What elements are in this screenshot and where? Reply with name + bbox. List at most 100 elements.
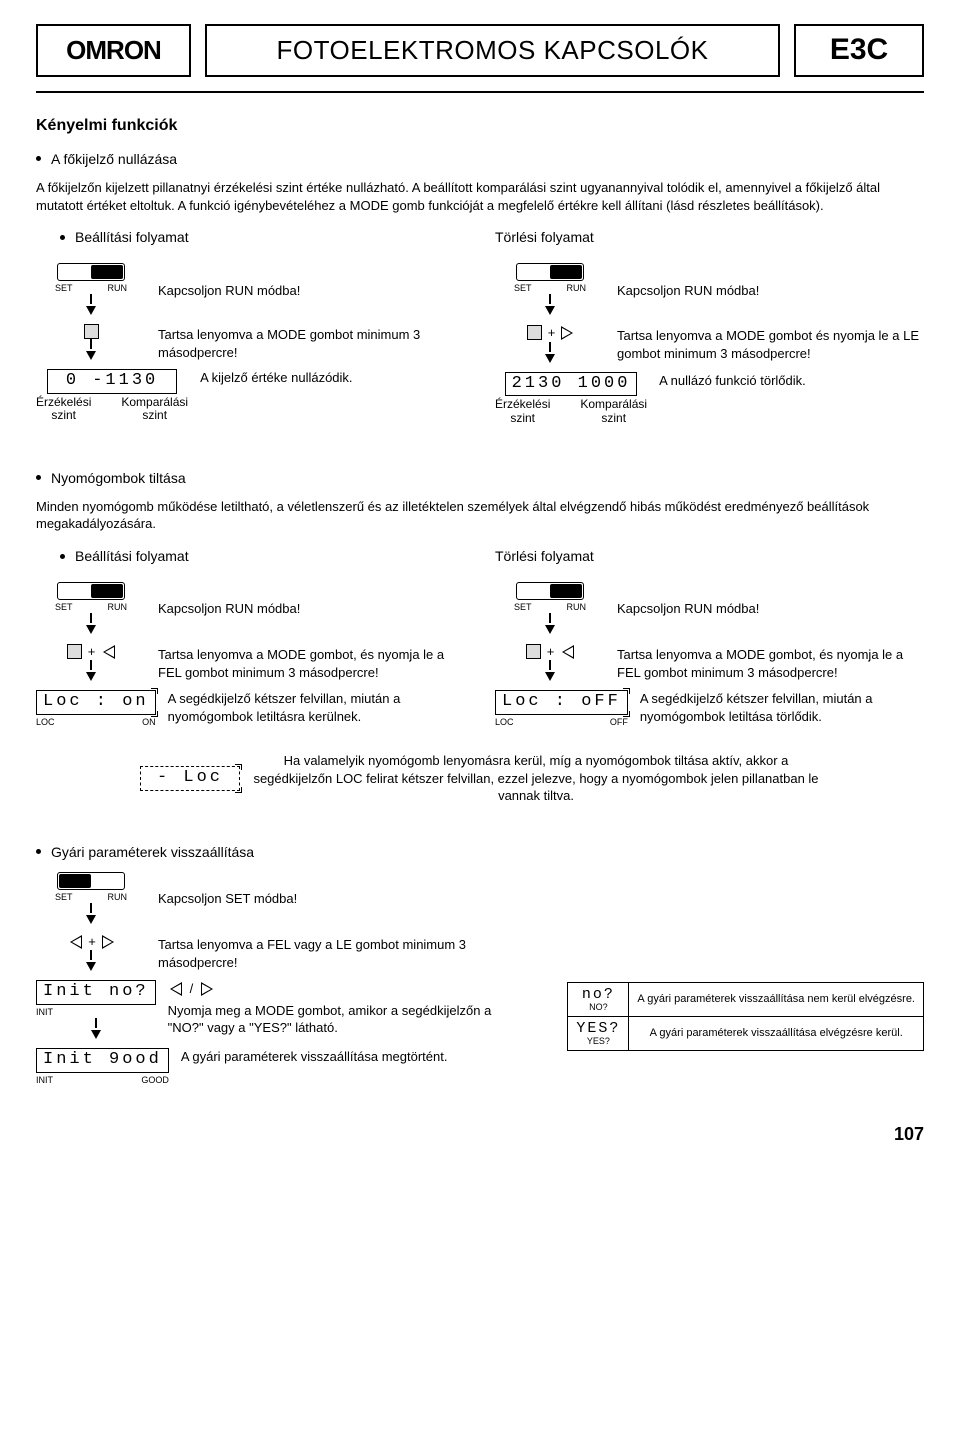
zero-set-step2: Tartsa lenyomva a MODE gombot minimum 3 … (158, 326, 465, 361)
bullet-icon (60, 235, 65, 240)
section-heading-convenience: Kényelmi funkciók (36, 115, 924, 137)
up-plus-down-buttons: + (68, 933, 114, 951)
slider-set-label: SET (514, 601, 532, 613)
reset-ask-display: Init no? (36, 980, 156, 1005)
arrow-down-icon (86, 625, 96, 634)
cell-no-seg-text: no? (582, 986, 615, 1003)
up-arrow-button-icon (103, 645, 115, 659)
lock-set-column: SET RUN Kapcsoljon RUN módba! + Tartsa l… (36, 582, 465, 735)
reset-done-under-right: GOOD (141, 1074, 169, 1086)
zero-clear-column: SET RUN Kapcsoljon RUN módba! + Tartsa l… (495, 263, 924, 431)
lock-columns: SET RUN Kapcsoljon RUN módba! + Tartsa l… (36, 582, 924, 735)
label-off: OFF (610, 716, 628, 728)
mode-slider-run: SET RUN (514, 263, 586, 294)
page-header: OMRON FOTOELEKTROMOS KAPCSOLÓK E3C (36, 24, 924, 77)
lock-clear-display: Loc : oFF (495, 690, 628, 715)
subsection-reset-heading: Gyári paraméterek visszaállítása (36, 843, 924, 862)
slider-set-label: SET (55, 891, 73, 903)
reset-done-text: A gyári paraméterek visszaállítása megtö… (181, 1048, 528, 1066)
bullet-icon (36, 475, 41, 480)
slider-run-label: RUN (108, 601, 128, 613)
label-sense: Érzékelési szint (495, 398, 550, 424)
lock-note-row: - Loc Ha valamelyik nyomógomb lenyomásra… (140, 752, 820, 805)
lock-intro-text: Minden nyomógomb működése letiltható, a … (36, 498, 924, 533)
mode-slider-run: SET RUN (55, 582, 127, 613)
mode-plus-down-buttons: + (527, 324, 574, 342)
arrow-down-icon (86, 915, 96, 924)
lock-clear-step1: Kapcsoljon RUN módba! (617, 600, 924, 618)
zero-intro-text: A főkijelzőn kijelzett pillanatnyi érzék… (36, 179, 924, 214)
cell-yes-seg-text: YES? (576, 1020, 620, 1037)
lock-columns-headings: Beállítási folyamat Törlési folyamat (36, 547, 924, 578)
zero-set-display-labels: Érzékelési szint Komparálási szint (36, 396, 188, 422)
subsection-reset-label: Gyári paraméterek visszaállítása (51, 843, 254, 862)
cell-no-seg: no? NO? (568, 982, 629, 1016)
reset-table-wrap: no? NO? A gyári paraméterek visszaállítá… (567, 982, 924, 1051)
mode-plus-up-buttons: + (67, 643, 116, 661)
lock-set-display: Loc : on (36, 690, 156, 715)
cell-yes-seg: YES? YES? (568, 1016, 629, 1050)
lock-set-heading: Beállítási folyamat (36, 547, 465, 566)
mode-slider-run: SET RUN (514, 582, 586, 613)
brand-logo-text: OMRON (66, 33, 161, 68)
down-arrow-button-icon (201, 982, 213, 996)
zero-set-heading: Beállítási folyamat (36, 228, 465, 247)
arrow-down-icon (545, 625, 555, 634)
zero-columns: SET RUN Kapcsoljon RUN módba! Tartsa len… (36, 263, 924, 431)
slider-run-label: RUN (108, 282, 128, 294)
plus-icon: + (88, 933, 96, 951)
lock-clear-step2: Tartsa lenyomva a MODE gombot, és nyomja… (617, 646, 924, 681)
label-sense: Érzékelési szint (36, 396, 91, 422)
zero-set-step1: Kapcsoljon RUN módba! (158, 282, 465, 300)
cell-yes-label: YES? (576, 1037, 620, 1046)
label-on: ON (142, 716, 156, 728)
table-row: no? NO? A gyári paraméterek visszaállítá… (568, 982, 924, 1016)
up-arrow-button-icon (562, 645, 574, 659)
reset-step3-wrap: / Nyomja meg a MODE gombot, amikor a seg… (168, 980, 528, 1037)
lock-clear-column: SET RUN Kapcsoljon RUN módba! + Tartsa l… (495, 582, 924, 735)
cell-yes-text: A gyári paraméterek visszaállítása elvég… (629, 1016, 924, 1050)
lock-note-text: Ha valamelyik nyomógomb lenyomásra kerül… (252, 752, 820, 805)
table-row: YES? YES? A gyári paraméterek visszaállí… (568, 1016, 924, 1050)
label-compare: Komparálási szint (121, 396, 188, 422)
zero-clear-step2: Tartsa lenyomva a MODE gombot és nyomja … (617, 327, 924, 362)
zero-set-result: A kijelző értéke nullázódik. (200, 369, 465, 387)
page-title: FOTOELEKTROMOS KAPCSOLÓK (205, 24, 780, 77)
subsection-zero-label: A főkijelző nullázása (51, 150, 177, 169)
mode-slider-run: SET RUN (55, 263, 127, 294)
reset-step3: Nyomja meg a MODE gombot, amikor a segéd… (168, 1003, 492, 1036)
reset-ask-under-left: INIT (36, 1006, 53, 1018)
reset-done-display: Init 9ood (36, 1048, 169, 1073)
slider-set-label: SET (514, 282, 532, 294)
bullet-icon (60, 554, 65, 559)
lock-clear-result: A segédkijelző kétszer felvillan, miután… (640, 690, 924, 725)
reset-step2: Tartsa lenyomva a FEL vagy a LE gombot m… (158, 936, 527, 971)
zero-columns-headings: Beállítási folyamat Törlési folyamat (36, 228, 924, 259)
header-divider (36, 91, 924, 93)
lock-clear-heading: Törlési folyamat (495, 547, 924, 566)
slider-run-label: RUN (567, 601, 587, 613)
arrow-down-icon (86, 351, 96, 360)
zero-clear-heading-label: Törlési folyamat (495, 228, 594, 247)
label-compare: Komparálási szint (580, 398, 647, 424)
mode-button-icon (84, 324, 99, 339)
reset-step1: Kapcsoljon SET módba! (158, 890, 527, 908)
subsection-lock-heading: Nyomógombok tiltása (36, 469, 924, 488)
down-arrow-button-icon (561, 326, 573, 340)
slider-set-label: SET (55, 282, 73, 294)
arrow-down-icon (545, 306, 555, 315)
slider-set-label: SET (55, 601, 73, 613)
lock-set-step2: Tartsa lenyomva a MODE gombot, és nyomja… (158, 646, 465, 681)
arrow-down-icon (86, 306, 96, 315)
subsection-lock-label: Nyomógombok tiltása (51, 469, 186, 488)
zero-clear-display: 2130 1000 (505, 372, 638, 397)
lock-note-display: - Loc (140, 766, 240, 791)
plus-icon: + (88, 643, 96, 661)
lock-set-result: A segédkijelző kétszer felvillan, miután… (168, 690, 465, 725)
arrow-down-icon (86, 962, 96, 971)
zero-clear-result: A nullázó funkció törlődik. (659, 372, 924, 390)
reset-done-under-left: INIT (36, 1074, 53, 1086)
zero-clear-heading: Törlési folyamat (495, 228, 924, 247)
down-arrow-button-icon (102, 935, 114, 949)
arrow-down-icon (545, 672, 555, 681)
